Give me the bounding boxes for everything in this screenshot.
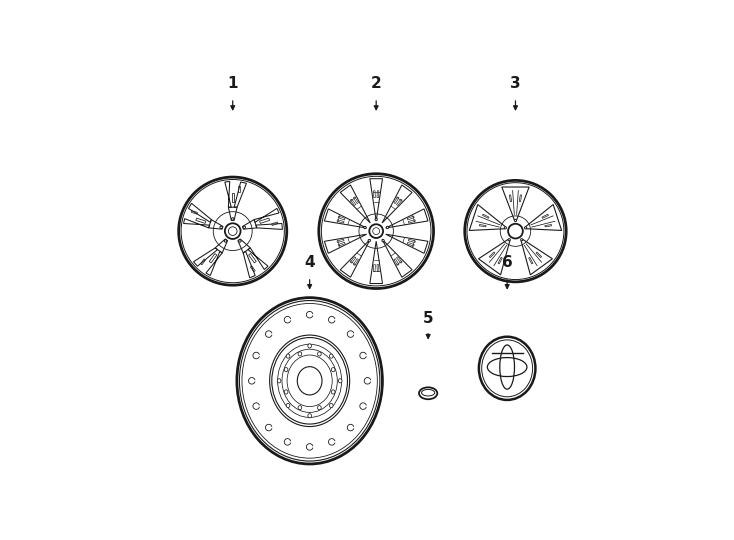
Ellipse shape — [508, 239, 510, 241]
Ellipse shape — [373, 228, 379, 234]
Text: 3: 3 — [510, 76, 521, 91]
Ellipse shape — [297, 367, 322, 395]
Ellipse shape — [419, 387, 437, 399]
Ellipse shape — [525, 227, 527, 229]
Ellipse shape — [284, 390, 288, 394]
Ellipse shape — [508, 224, 523, 239]
Ellipse shape — [382, 239, 384, 242]
Ellipse shape — [331, 390, 335, 394]
Ellipse shape — [284, 368, 288, 372]
Ellipse shape — [298, 406, 302, 410]
Ellipse shape — [308, 414, 311, 418]
Ellipse shape — [338, 379, 342, 383]
Ellipse shape — [364, 226, 366, 228]
Ellipse shape — [243, 226, 246, 228]
Ellipse shape — [286, 354, 290, 358]
Ellipse shape — [479, 337, 535, 400]
Ellipse shape — [225, 240, 227, 242]
Text: 4: 4 — [305, 255, 315, 270]
Ellipse shape — [228, 227, 237, 235]
Ellipse shape — [298, 352, 302, 356]
Ellipse shape — [520, 239, 523, 241]
Text: 6: 6 — [502, 255, 512, 270]
Ellipse shape — [318, 406, 321, 410]
Ellipse shape — [286, 403, 290, 408]
Ellipse shape — [386, 226, 388, 228]
Ellipse shape — [318, 352, 321, 356]
Ellipse shape — [330, 354, 333, 358]
Ellipse shape — [368, 239, 371, 242]
Ellipse shape — [331, 368, 335, 372]
Text: 5: 5 — [423, 311, 434, 326]
Ellipse shape — [504, 227, 506, 229]
Ellipse shape — [515, 219, 517, 221]
Ellipse shape — [277, 379, 281, 383]
Text: 1: 1 — [228, 76, 238, 91]
Ellipse shape — [220, 226, 222, 228]
Ellipse shape — [375, 218, 377, 220]
Ellipse shape — [308, 344, 311, 348]
Ellipse shape — [239, 240, 241, 242]
Text: 2: 2 — [371, 76, 382, 91]
Ellipse shape — [369, 224, 383, 238]
Ellipse shape — [225, 223, 241, 239]
Ellipse shape — [330, 403, 333, 408]
Ellipse shape — [231, 218, 234, 220]
